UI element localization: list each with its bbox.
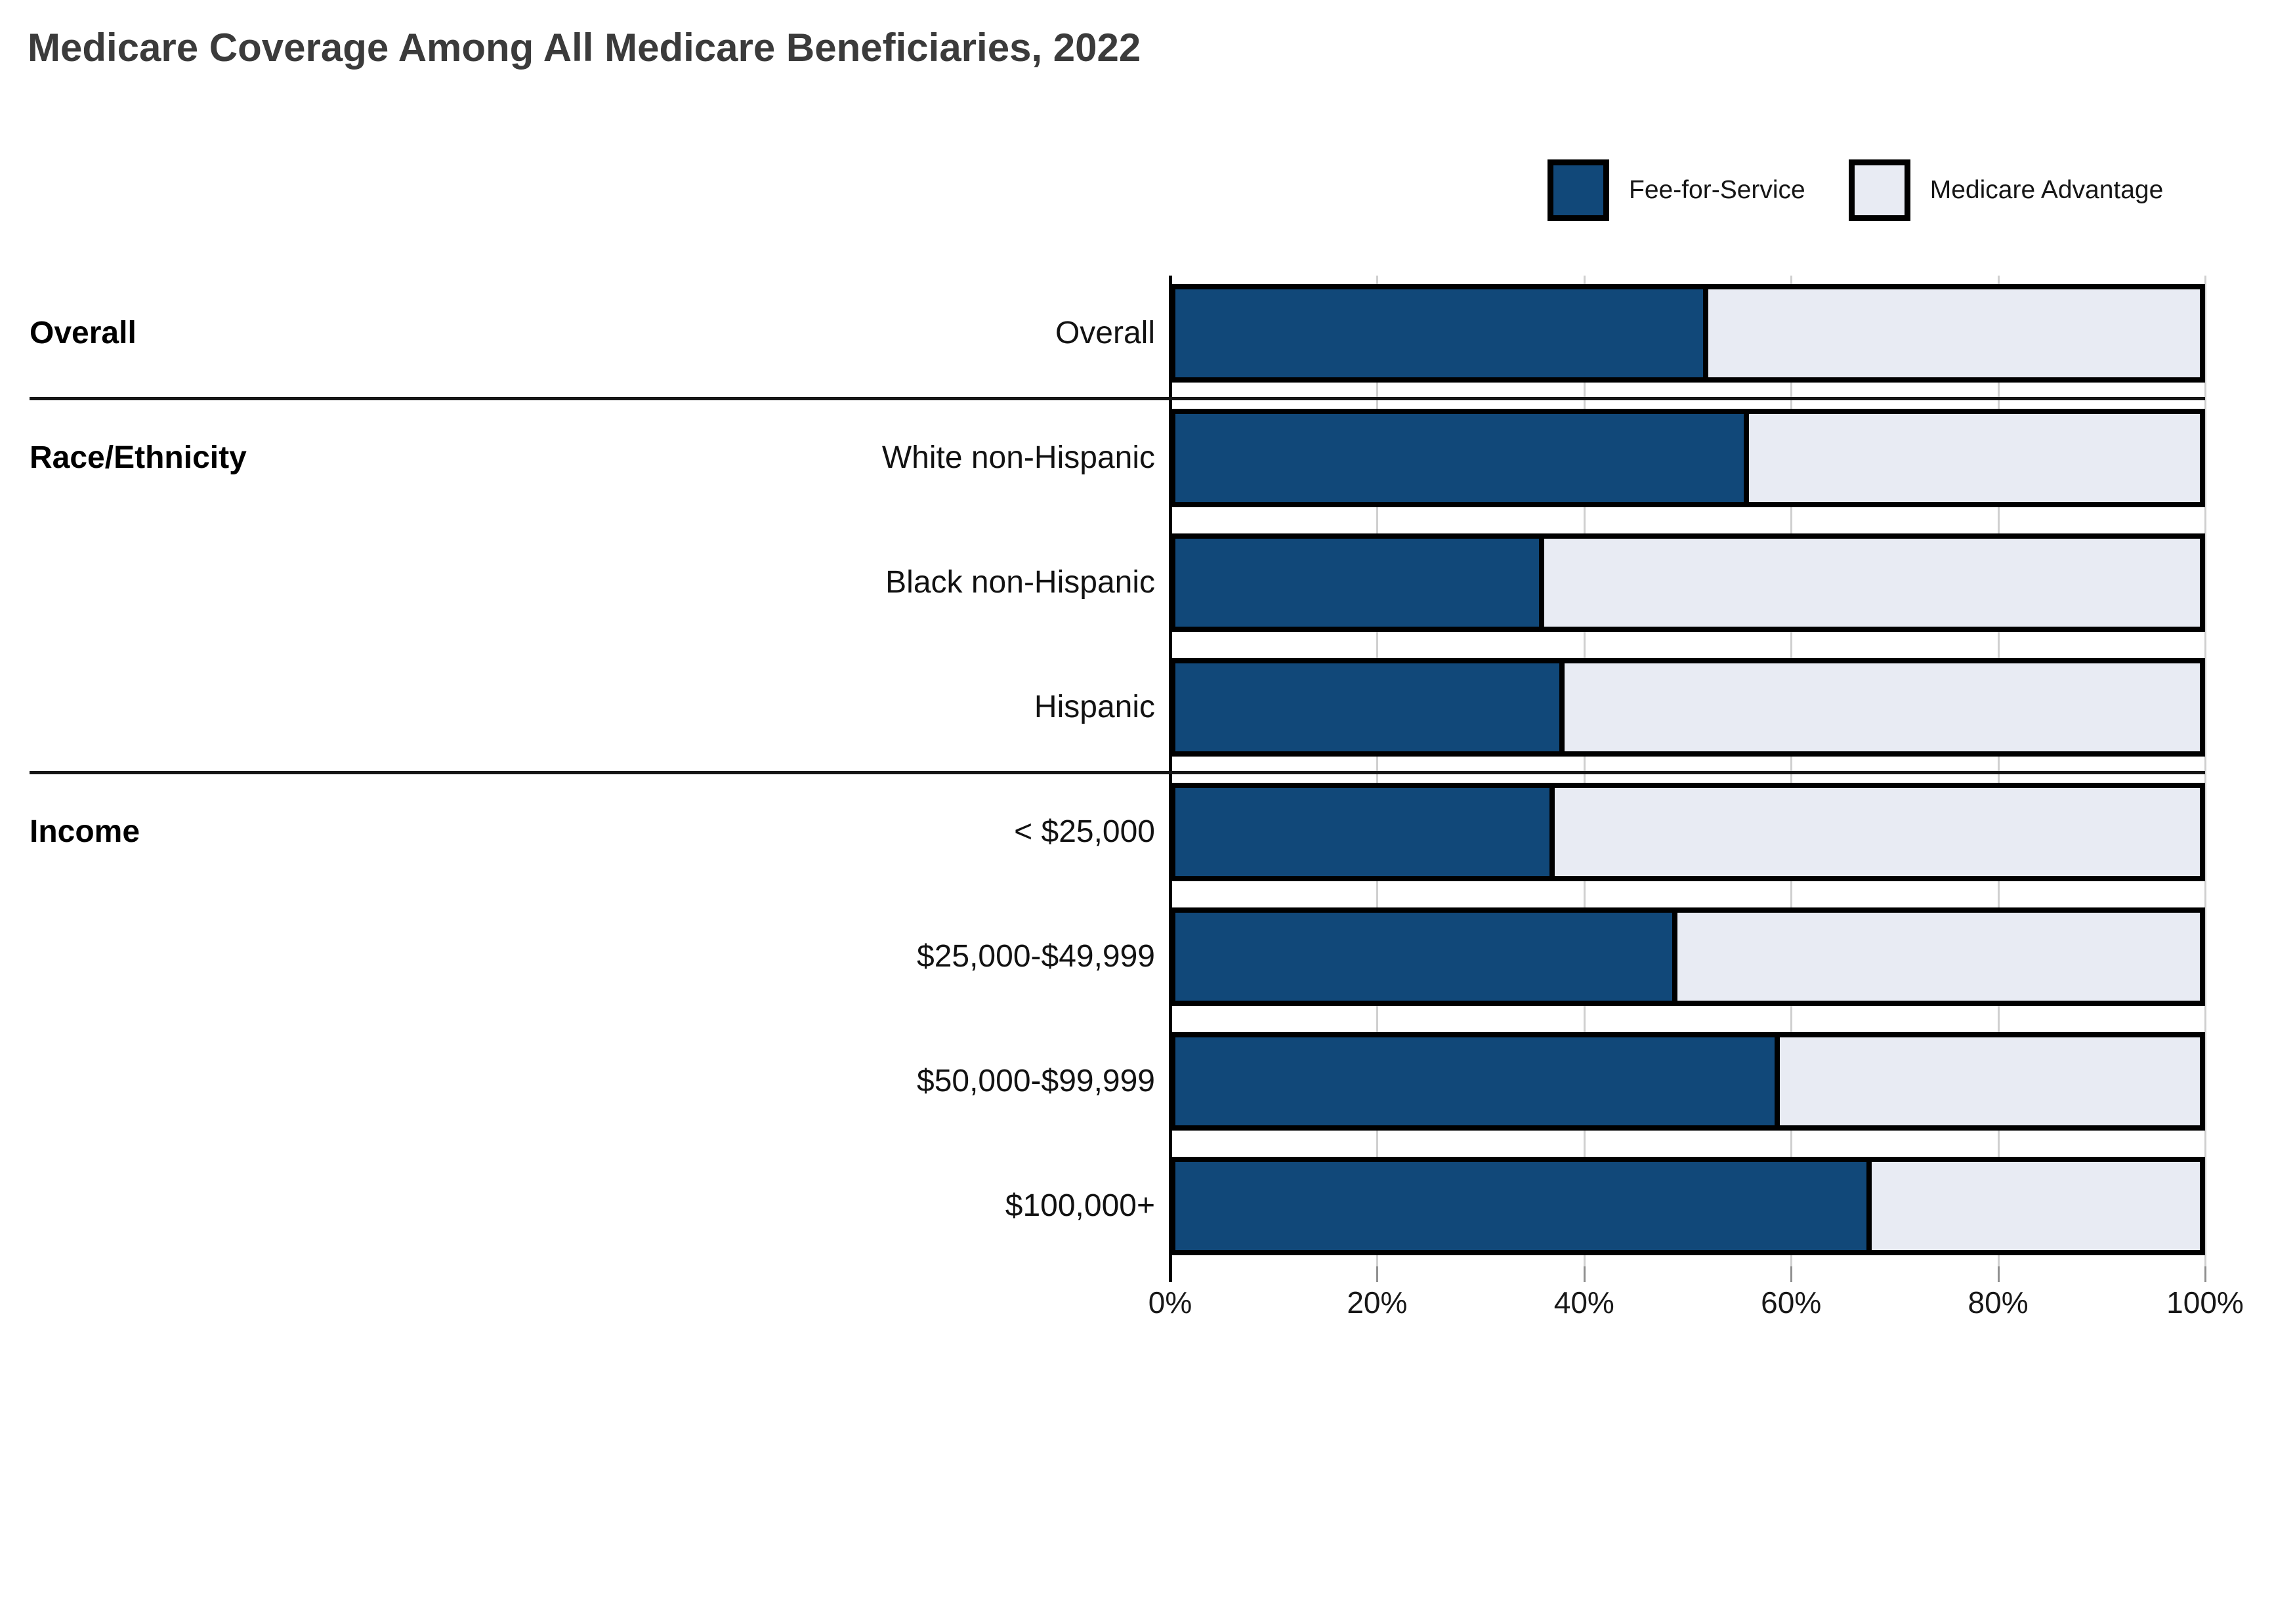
x-tick-label: 20% xyxy=(1347,1285,1408,1320)
legend-label: Medicare Advantage xyxy=(1929,176,2164,204)
bar-segment-fee-for-service xyxy=(1175,414,1750,502)
axis-tick-100 xyxy=(2204,1266,2206,1282)
bar-segment-fee-for-service xyxy=(1175,539,1544,627)
gridline-100 xyxy=(2204,276,2206,1266)
fee-for-service-swatch-icon xyxy=(1548,159,1609,221)
bar-segment-fee-for-service xyxy=(1175,1162,1872,1250)
chart-title: Medicare Coverage Among All Medicare Ben… xyxy=(28,26,1141,70)
bar-row xyxy=(1170,284,2205,383)
bar-segment-fee-for-service xyxy=(1175,289,1708,377)
axis-tick-60 xyxy=(1790,1266,1793,1282)
bar-row xyxy=(1170,658,2205,757)
row-label: $100,000+ xyxy=(1005,1188,1155,1223)
row-label: White non-Hispanic xyxy=(881,440,1155,475)
axis-tick-20 xyxy=(1376,1266,1379,1282)
row-label: Overall xyxy=(1055,316,1155,350)
bar-segment-fee-for-service xyxy=(1175,788,1555,876)
legend-item-medicare-advantage: Medicare Advantage xyxy=(1848,159,2164,221)
row-label: $25,000-$49,999 xyxy=(917,939,1155,974)
bar-row xyxy=(1170,409,2205,507)
legend: Fee-for-Service Medicare Advantage xyxy=(1548,159,2163,221)
x-tick-label: 40% xyxy=(1553,1285,1614,1320)
legend-label: Fee-for-Service xyxy=(1629,176,1805,204)
bar-segment-fee-for-service xyxy=(1175,663,1565,751)
group-label: Overall xyxy=(30,316,137,350)
y-axis-line xyxy=(1169,276,1172,1282)
bar-row xyxy=(1170,1032,2205,1131)
x-tick-label: 60% xyxy=(1761,1285,1822,1320)
legend-item-fee-for-service: Fee-for-Service xyxy=(1548,159,1805,221)
axis-tick-40 xyxy=(1583,1266,1586,1282)
x-tick-label: 0% xyxy=(1148,1285,1192,1320)
bar-row xyxy=(1170,907,2205,1006)
bar-segment-fee-for-service xyxy=(1175,1037,1780,1125)
row-label: Black non-Hispanic xyxy=(885,565,1155,600)
row-label: $50,000-$99,999 xyxy=(917,1064,1155,1098)
bar-row xyxy=(1170,1157,2205,1255)
x-tick-label: 100% xyxy=(2166,1285,2244,1320)
row-label: Hispanic xyxy=(1034,690,1155,724)
group-divider xyxy=(30,397,2205,400)
row-label: < $25,000 xyxy=(1014,814,1155,849)
group-label: Race/Ethnicity xyxy=(30,440,247,475)
bar-row xyxy=(1170,783,2205,881)
x-tick-label: 80% xyxy=(1968,1285,2029,1320)
medicare-advantage-swatch-icon xyxy=(1848,159,1910,221)
group-divider xyxy=(30,771,2205,774)
bar-row xyxy=(1170,533,2205,632)
bar-segment-fee-for-service xyxy=(1175,913,1677,1001)
group-label: Income xyxy=(30,814,140,849)
axis-tick-80 xyxy=(1997,1266,2000,1282)
